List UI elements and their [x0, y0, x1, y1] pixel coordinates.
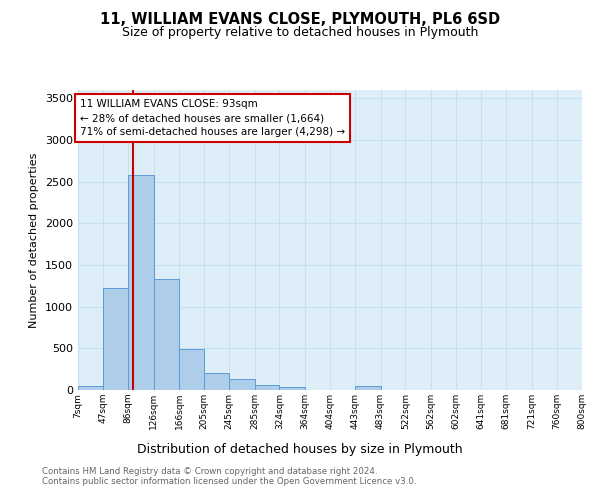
Text: Size of property relative to detached houses in Plymouth: Size of property relative to detached ho…	[122, 26, 478, 39]
Bar	[254, 385, 280, 390]
Text: Contains public sector information licensed under the Open Government Licence v3: Contains public sector information licen…	[42, 477, 416, 486]
Bar	[78, 386, 103, 390]
Bar	[128, 175, 154, 390]
Text: 11 WILLIAM EVANS CLOSE: 93sqm
← 28% of detached houses are smaller (1,664)
71% o: 11 WILLIAM EVANS CLOSE: 93sqm ← 28% of d…	[80, 99, 345, 137]
Bar	[179, 349, 204, 390]
Bar	[154, 279, 179, 390]
Bar	[355, 386, 380, 390]
Bar	[204, 372, 229, 390]
Text: 11, WILLIAM EVANS CLOSE, PLYMOUTH, PL6 6SD: 11, WILLIAM EVANS CLOSE, PLYMOUTH, PL6 6…	[100, 12, 500, 28]
Bar	[103, 288, 128, 390]
Bar	[229, 379, 254, 390]
Text: Distribution of detached houses by size in Plymouth: Distribution of detached houses by size …	[137, 442, 463, 456]
Y-axis label: Number of detached properties: Number of detached properties	[29, 152, 40, 328]
Text: Contains HM Land Registry data © Crown copyright and database right 2024.: Contains HM Land Registry data © Crown c…	[42, 467, 377, 476]
Bar	[280, 386, 305, 390]
